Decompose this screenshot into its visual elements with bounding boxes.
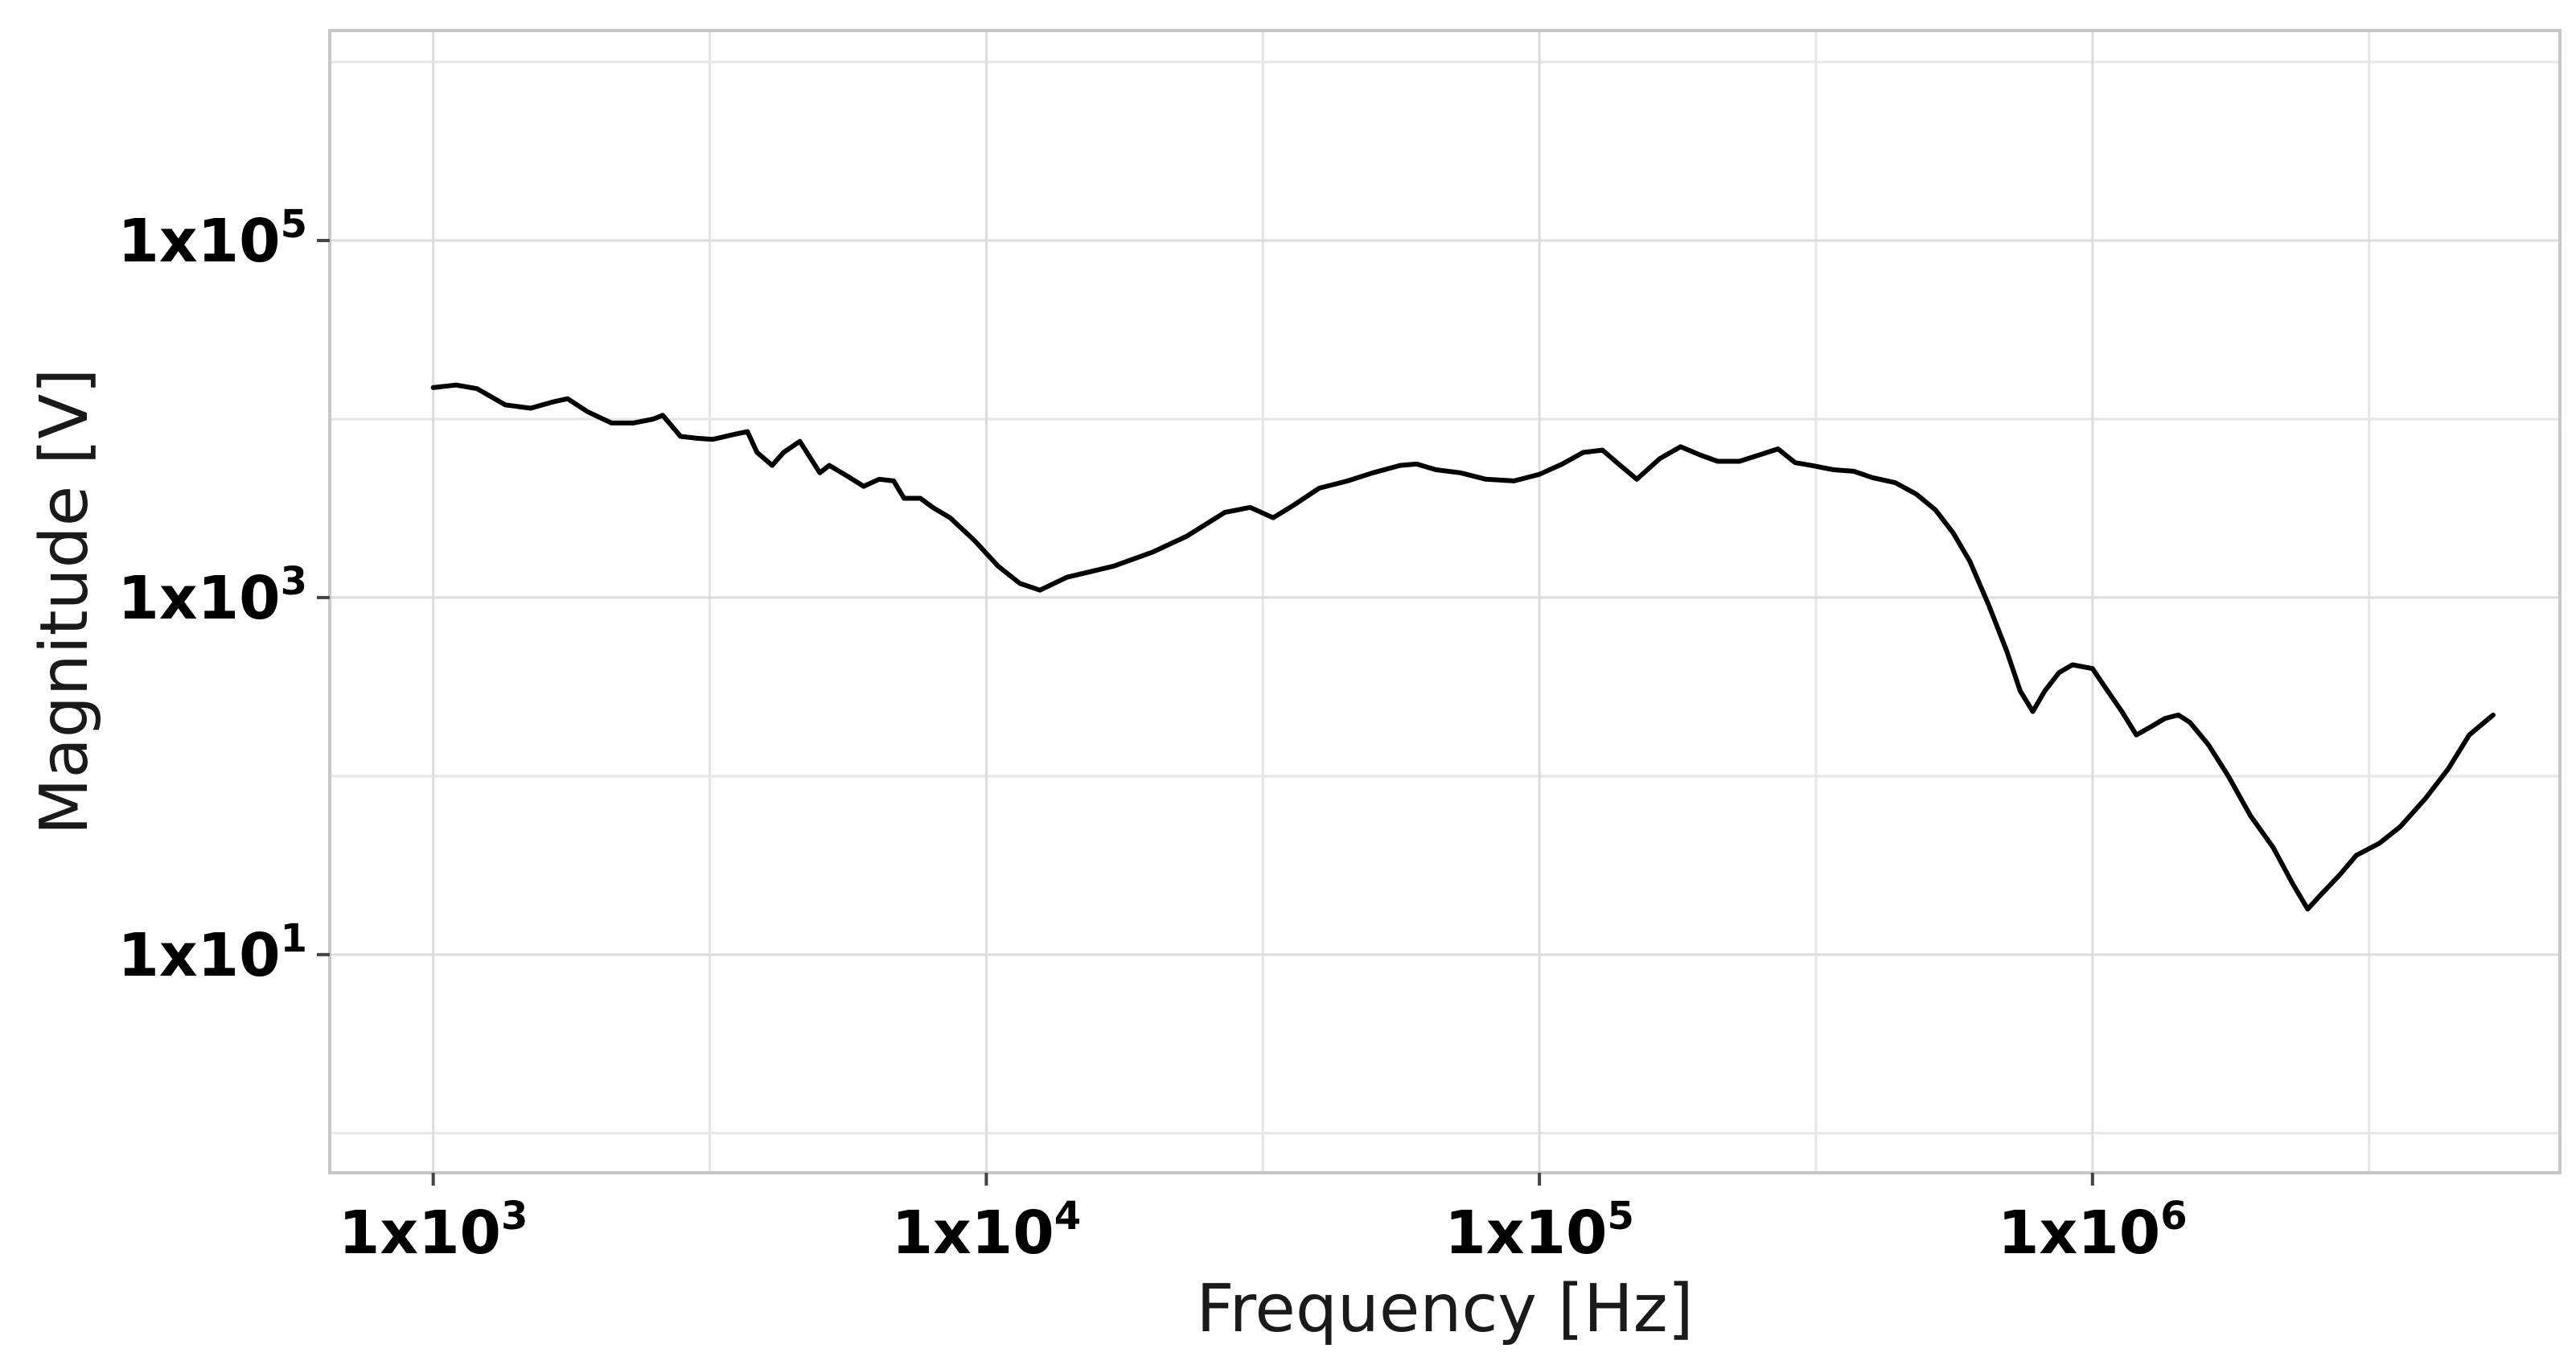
y-tick-label-2: 1x105 [117,202,307,276]
x-tick-label-2: 1x105 [1444,1194,1634,1268]
x-tick-label-1: 1x104 [892,1194,1082,1268]
plot-panel [328,29,2562,1174]
y-axis-label: Magnitude [V] [27,368,103,836]
series-layer [430,382,2496,912]
x-tick-label-3: 1x106 [1998,1194,2188,1268]
x-axis-label: Frequency [Hz] [1196,1271,1693,1347]
axis-ticks [317,239,2094,1186]
y-tick-label-0: 1x101 [117,916,307,990]
axis-labels: 1x103 1x104 1x105 1x106 1x101 1x103 1x105 [117,202,2187,1268]
y-tick-label-1: 1x103 [117,559,307,633]
x-tick-label-0: 1x103 [339,1194,528,1268]
series-line-0 [430,382,2496,912]
grid [330,31,2560,1173]
